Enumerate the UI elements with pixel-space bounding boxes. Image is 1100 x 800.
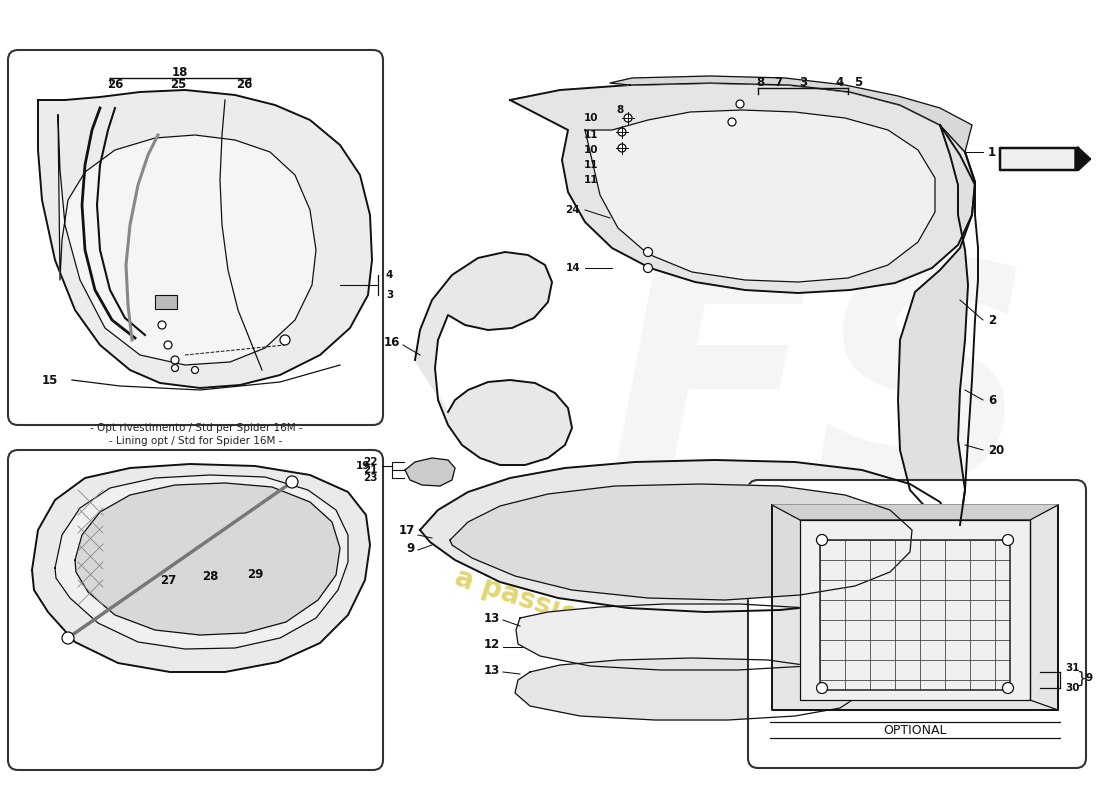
Circle shape <box>280 335 290 345</box>
Text: 11: 11 <box>583 130 598 140</box>
Circle shape <box>158 321 166 329</box>
Circle shape <box>191 366 198 374</box>
FancyBboxPatch shape <box>8 450 383 770</box>
Polygon shape <box>39 90 372 388</box>
Text: 30: 30 <box>1065 683 1079 693</box>
Text: - Lining opt / Std for Spider 16M -: - Lining opt / Std for Spider 16M - <box>109 436 283 446</box>
Circle shape <box>1002 534 1013 546</box>
Polygon shape <box>585 110 935 282</box>
Text: 10: 10 <box>583 113 598 123</box>
Circle shape <box>816 682 827 694</box>
FancyBboxPatch shape <box>8 50 383 425</box>
Text: 8: 8 <box>616 105 624 115</box>
Text: 15: 15 <box>42 374 58 386</box>
Text: 18: 18 <box>172 66 188 78</box>
Circle shape <box>644 247 652 257</box>
Circle shape <box>618 144 626 152</box>
Text: 14: 14 <box>565 263 580 273</box>
Circle shape <box>736 100 744 108</box>
Text: OPTIONAL: OPTIONAL <box>883 723 947 737</box>
Polygon shape <box>800 520 1030 700</box>
Text: 19: 19 <box>355 461 370 471</box>
Text: - Opt rivestimento / Std per Spider 16M -: - Opt rivestimento / Std per Spider 16M … <box>90 423 302 433</box>
Text: 21: 21 <box>363 465 378 475</box>
Polygon shape <box>75 483 340 635</box>
Polygon shape <box>450 484 912 600</box>
Circle shape <box>618 128 626 136</box>
Polygon shape <box>55 475 348 649</box>
Text: 20: 20 <box>988 443 1004 457</box>
Circle shape <box>1002 682 1013 694</box>
Polygon shape <box>415 252 572 465</box>
Polygon shape <box>610 76 972 152</box>
Text: 3: 3 <box>799 75 807 89</box>
Circle shape <box>164 341 172 349</box>
Polygon shape <box>772 505 1058 520</box>
Text: 11: 11 <box>583 175 598 185</box>
Text: 13: 13 <box>484 663 500 677</box>
Circle shape <box>62 632 74 644</box>
Text: 2: 2 <box>988 314 997 326</box>
Text: 26: 26 <box>235 78 252 90</box>
Text: 1: 1 <box>988 146 997 158</box>
Text: 27: 27 <box>160 574 176 586</box>
Circle shape <box>286 476 298 488</box>
Bar <box>155 295 177 309</box>
Text: 4: 4 <box>386 270 394 280</box>
Polygon shape <box>405 458 455 486</box>
Circle shape <box>172 365 178 371</box>
Circle shape <box>624 114 632 122</box>
Text: 13: 13 <box>484 611 500 625</box>
Text: 31: 31 <box>1065 663 1079 673</box>
Text: 24: 24 <box>565 205 580 215</box>
Polygon shape <box>58 115 316 365</box>
Text: 25: 25 <box>169 78 186 90</box>
Polygon shape <box>898 125 975 525</box>
FancyBboxPatch shape <box>748 480 1086 768</box>
Circle shape <box>644 263 652 273</box>
Polygon shape <box>1000 148 1090 170</box>
Text: 8: 8 <box>756 75 764 89</box>
Text: 26: 26 <box>107 78 123 90</box>
Text: }: } <box>1076 670 1086 686</box>
Circle shape <box>816 534 827 546</box>
Circle shape <box>170 356 179 364</box>
Text: 4: 4 <box>836 75 844 89</box>
Text: 6: 6 <box>988 394 997 406</box>
Polygon shape <box>515 658 860 720</box>
Polygon shape <box>1075 148 1090 170</box>
Text: 3: 3 <box>386 290 394 300</box>
Polygon shape <box>772 505 1058 710</box>
Text: 22: 22 <box>363 457 378 467</box>
Polygon shape <box>32 464 370 672</box>
Text: 9: 9 <box>1085 673 1092 683</box>
Text: 12: 12 <box>484 638 500 651</box>
Text: 11: 11 <box>583 160 598 170</box>
Text: 5: 5 <box>854 75 862 89</box>
Text: 16: 16 <box>384 335 400 349</box>
Text: 10: 10 <box>583 145 598 155</box>
Circle shape <box>728 118 736 126</box>
Polygon shape <box>420 460 952 612</box>
Text: 9: 9 <box>407 542 415 554</box>
Text: a passion for parts since 1985: a passion for parts since 1985 <box>451 564 909 736</box>
Text: 29: 29 <box>246 569 263 582</box>
Polygon shape <box>510 83 975 293</box>
Text: 7: 7 <box>774 75 782 89</box>
Text: 23: 23 <box>363 473 378 483</box>
Text: FS: FS <box>606 251 1034 549</box>
Text: 28: 28 <box>201 570 218 583</box>
Text: 17: 17 <box>398 523 415 537</box>
Polygon shape <box>516 604 878 670</box>
